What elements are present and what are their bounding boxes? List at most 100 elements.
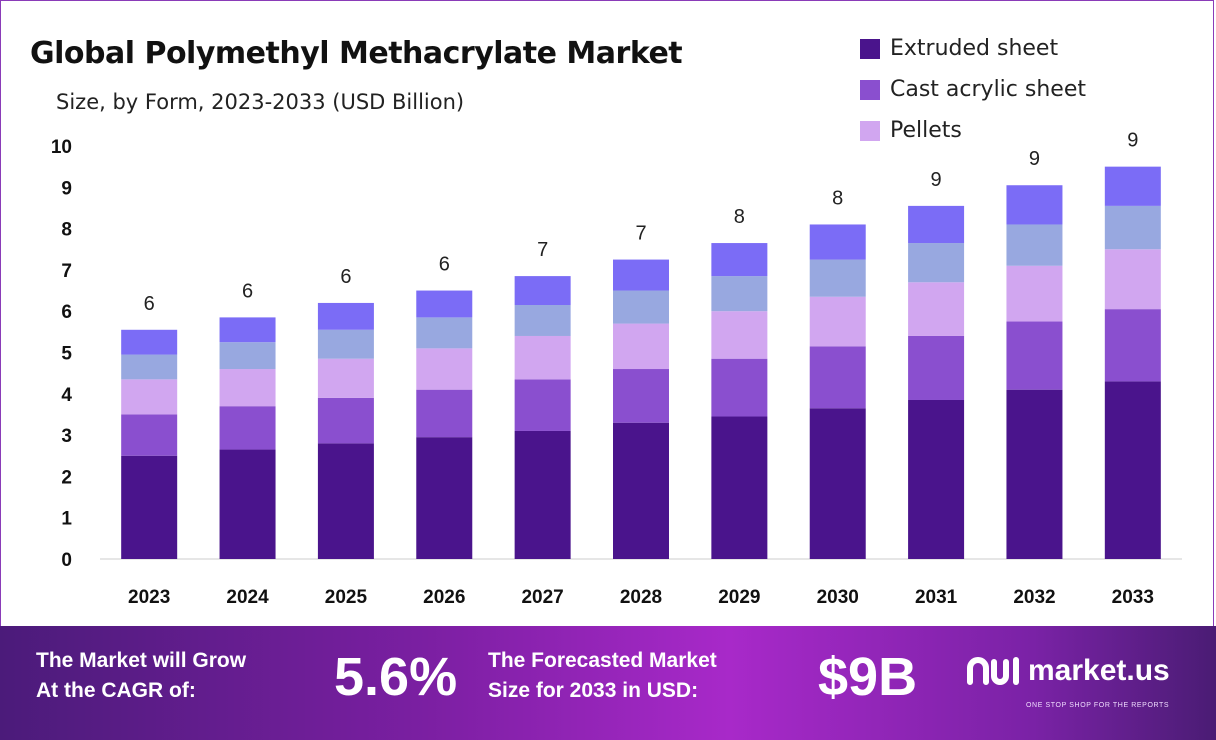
bar-segment-pellets bbox=[317, 358, 374, 398]
bar-segment-extruded-sheet bbox=[613, 422, 669, 559]
bar-segment-series-4 bbox=[908, 205, 965, 244]
footer-banner: The Market will Grow At the CAGR of: 5.6… bbox=[0, 626, 1216, 740]
chart-title: Global Polymethyl Methacrylate Market bbox=[30, 36, 683, 71]
bar-segment-pellets bbox=[809, 296, 866, 347]
cagr-text-line2: At the CAGR of: bbox=[36, 679, 196, 702]
bar-segment-extruded-sheet bbox=[219, 449, 276, 559]
bar-total-label: 6 bbox=[439, 254, 450, 276]
bar-segment-cast-acrylic-sheet bbox=[1006, 321, 1063, 390]
brand-tagline: ONE STOP SHOP FOR THE REPORTS bbox=[1026, 702, 1170, 709]
y-tick-label: 4 bbox=[61, 385, 72, 406]
bar-segment-pellets bbox=[121, 379, 178, 415]
bar-segment-pellets bbox=[711, 311, 768, 359]
y-tick-label: 10 bbox=[51, 137, 72, 158]
bar-total-label: 8 bbox=[832, 187, 843, 209]
legend-item-extruded-sheet: Extruded sheet bbox=[860, 28, 1086, 69]
bar-total-label: 6 bbox=[340, 266, 351, 288]
bar-segment-series-4 bbox=[121, 329, 178, 355]
x-tick-label: 2024 bbox=[226, 587, 269, 608]
bar-segment-series-4 bbox=[416, 290, 473, 318]
x-tick-label: 2028 bbox=[620, 587, 662, 608]
bar-segment-pellets bbox=[416, 348, 473, 390]
bar-total-label: 7 bbox=[537, 239, 548, 261]
bar-segment-extruded-sheet bbox=[908, 399, 965, 559]
bar-total-label: 9 bbox=[931, 169, 942, 191]
bar-total-label: 9 bbox=[1029, 148, 1040, 170]
bar-total-label: 6 bbox=[242, 280, 253, 302]
bar-segment-cast-acrylic-sheet bbox=[908, 335, 965, 400]
bar-total-label: 7 bbox=[635, 223, 646, 245]
bar-segment-extruded-sheet bbox=[809, 408, 866, 559]
bar-total-label: 9 bbox=[1127, 130, 1138, 152]
legend-item-cast-acrylic-sheet: Cast acrylic sheet bbox=[860, 69, 1086, 110]
bar-segment-extruded-sheet bbox=[1006, 389, 1063, 559]
bar-segment-pellets bbox=[1104, 249, 1161, 310]
bar-segment-extruded-sheet bbox=[514, 430, 571, 559]
x-tick-label: 2032 bbox=[1013, 587, 1055, 608]
bar-segment-series-3 bbox=[1006, 224, 1063, 266]
forecast-text-line2: Size for 2033 in USD: bbox=[488, 679, 699, 702]
x-tick-label: 2031 bbox=[915, 587, 958, 608]
bar-segment-series-3 bbox=[711, 276, 768, 312]
bar-chart: 0 1 2 3 4 5 6 7 8 9 10 6 2023 6 2024 6 2025 6 2026 7 2027 7 20… bbox=[51, 130, 1182, 608]
bar-segment-extruded-sheet bbox=[121, 455, 178, 559]
forecast-value: $9B bbox=[818, 647, 918, 707]
bar-segment-series-3 bbox=[514, 305, 571, 336]
bar-segment-pellets bbox=[219, 369, 276, 407]
bar-segment-series-4 bbox=[613, 259, 669, 291]
y-tick-label: 7 bbox=[61, 261, 72, 282]
bar-segment-series-4 bbox=[1104, 166, 1161, 206]
legend: Extruded sheet Cast acrylic sheet Pellet… bbox=[860, 28, 1086, 151]
bar-segment-cast-acrylic-sheet bbox=[809, 346, 866, 409]
y-tick-label: 5 bbox=[61, 344, 72, 365]
bar-segment-cast-acrylic-sheet bbox=[514, 379, 571, 431]
bar-segment-extruded-sheet bbox=[711, 416, 768, 559]
cagr-text-line1: The Market will Grow bbox=[36, 649, 247, 672]
bar-segment-series-4 bbox=[1006, 185, 1063, 225]
bar-segment-series-3 bbox=[317, 329, 374, 359]
bar-segment-cast-acrylic-sheet bbox=[121, 414, 178, 456]
bar-segment-series-4 bbox=[514, 276, 571, 306]
bar-segment-pellets bbox=[908, 282, 965, 336]
bar-segment-cast-acrylic-sheet bbox=[1104, 309, 1161, 382]
legend-swatch-extruded-sheet bbox=[860, 38, 880, 59]
bar-segment-series-3 bbox=[908, 243, 965, 283]
bar-segment-series-3 bbox=[121, 354, 178, 380]
x-tick-label: 2033 bbox=[1112, 587, 1154, 608]
bar-segment-series-3 bbox=[1104, 205, 1161, 250]
market-us-logo-icon bbox=[967, 657, 1019, 685]
bar-segment-extruded-sheet bbox=[1104, 381, 1161, 559]
bar-segment-extruded-sheet bbox=[317, 443, 374, 559]
x-tick-label: 2026 bbox=[423, 587, 465, 608]
legend-item-pellets: Pellets bbox=[860, 110, 1086, 151]
legend-label: Pellets bbox=[890, 118, 962, 143]
y-tick-label: 0 bbox=[61, 550, 72, 571]
cagr-value: 5.6% bbox=[334, 647, 458, 707]
y-tick-label: 8 bbox=[61, 220, 72, 241]
bar-total-label: 6 bbox=[144, 293, 155, 315]
bar-segment-series-3 bbox=[416, 317, 473, 349]
bar-segment-cast-acrylic-sheet bbox=[416, 389, 473, 438]
bar-segment-series-3 bbox=[809, 259, 866, 297]
x-tick-label: 2025 bbox=[325, 587, 368, 608]
bar-segment-pellets bbox=[613, 323, 669, 370]
brand-name: market.us bbox=[1028, 654, 1170, 687]
bar-segment-series-4 bbox=[809, 224, 866, 260]
forecast-text-line1: The Forecasted Market bbox=[488, 649, 717, 672]
bar-segment-series-3 bbox=[613, 290, 669, 324]
bar-segment-pellets bbox=[1006, 265, 1063, 322]
cagr-text: The Market will Grow At the CAGR of: bbox=[36, 646, 246, 706]
bar-total-label: 8 bbox=[734, 206, 745, 228]
brand-logo: market.us bbox=[966, 654, 1170, 688]
legend-label: Cast acrylic sheet bbox=[890, 77, 1086, 102]
x-tick-label: 2029 bbox=[718, 587, 760, 608]
chart-subtitle: Size, by Form, 2023-2033 (USD Billion) bbox=[56, 90, 465, 114]
bar-segment-series-4 bbox=[219, 317, 276, 343]
y-tick-label: 9 bbox=[61, 178, 72, 199]
legend-label: Extruded sheet bbox=[890, 36, 1059, 61]
legend-swatch-pellets bbox=[860, 120, 880, 141]
forecast-text: The Forecasted Market Size for 2033 in U… bbox=[488, 646, 717, 706]
bar-segment-series-3 bbox=[219, 342, 276, 370]
bar-segment-cast-acrylic-sheet bbox=[711, 358, 768, 417]
bar-segment-cast-acrylic-sheet bbox=[613, 369, 669, 423]
